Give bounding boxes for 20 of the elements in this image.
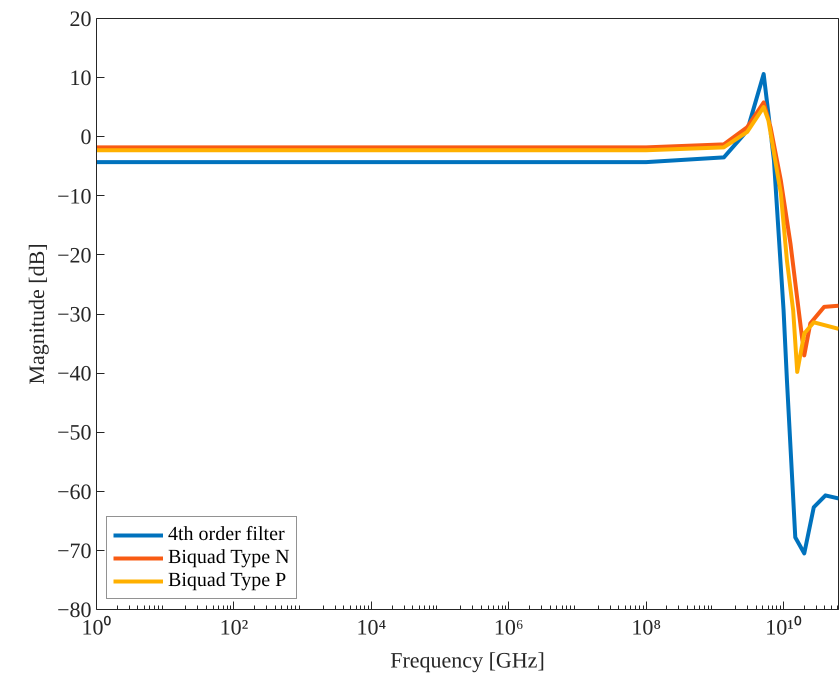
y-tick-label: −20: [57, 242, 92, 268]
legend-label: Biquad Type N: [168, 546, 290, 569]
x-tick-label: 10⁸: [631, 614, 661, 640]
y-tick-label: −10: [57, 183, 92, 208]
legend-label: 4th order filter: [168, 523, 285, 546]
y-tick-label: −60: [57, 478, 92, 504]
x-tick-label: 10⁴: [356, 614, 386, 640]
x-axis-title: Frequency [GHz]: [390, 648, 545, 672]
y-tick-label: −40: [57, 360, 92, 386]
y-tick-label: 20: [70, 6, 92, 31]
y-tick-label: −30: [57, 302, 92, 326]
y-tick-label: 0: [80, 124, 92, 150]
legend-label: Biquad Type P: [168, 569, 286, 592]
y-tick-label: −50: [57, 420, 92, 445]
x-tick-label: 10²: [220, 614, 249, 640]
y-tick-label: −70: [57, 538, 92, 563]
y-axis-title: Magnitude [dB]: [24, 243, 50, 385]
x-tick-label: 10¹⁰: [765, 614, 802, 640]
y-tick-label: 10: [70, 65, 92, 90]
x-tick-label: 10⁶: [494, 614, 524, 640]
